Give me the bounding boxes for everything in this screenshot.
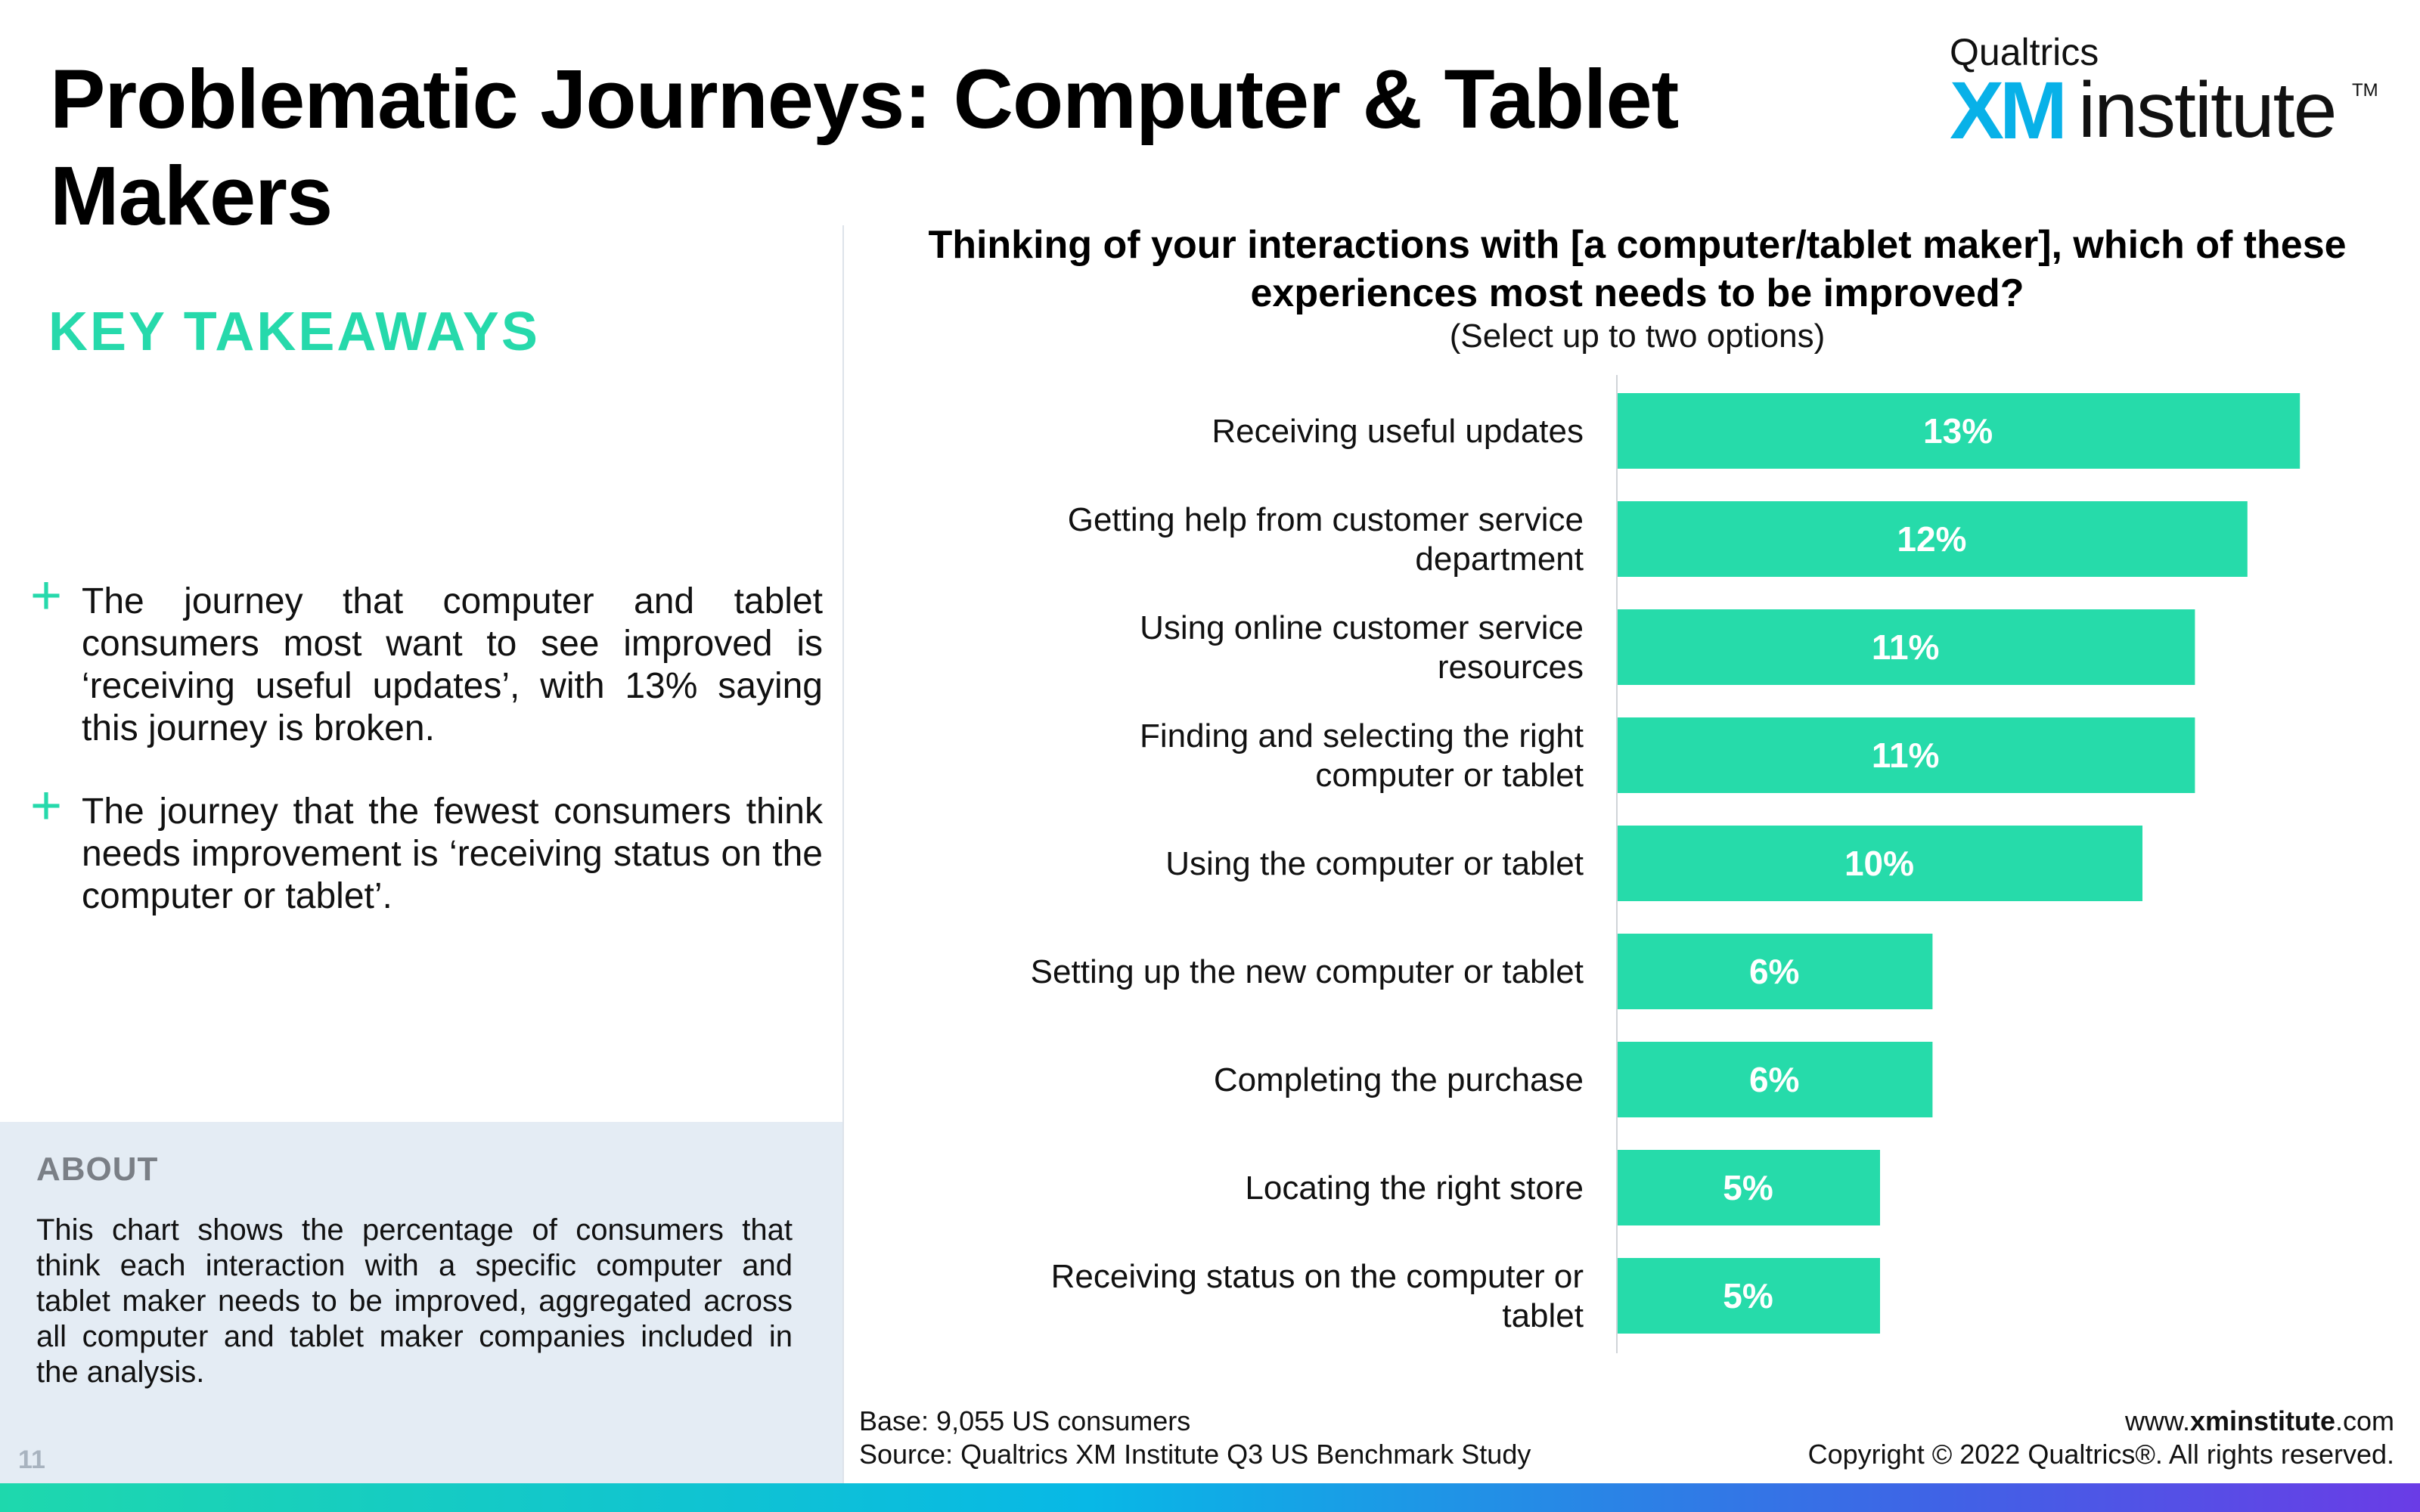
plus-icon: + [30,776,63,836]
logo-institute-text: institute [2078,67,2337,154]
category-label: Locating the right store [1245,1170,1584,1207]
category-label: Using the computer or tablet [1165,845,1584,882]
chart-bar [1618,717,2195,793]
data-label: 12% [1897,519,1966,559]
data-label: 11% [1872,627,1940,667]
chart-bar [1618,934,1933,1009]
logo-qualtrics-text: Qualtrics [1950,31,2099,73]
about-text: This chart shows the percentage of consu… [36,1213,793,1389]
takeaway-text: The journey that computer and tablet con… [82,581,823,748]
footer-copyright-block: www.xminstitute.com Copyright © 2022 Qua… [1808,1405,2394,1471]
data-label: 11% [1872,736,1940,775]
chart-bar [1618,393,2301,469]
data-label: 13% [1923,411,1993,451]
category-label: Finding and selecting the right computer … [1140,717,1584,794]
about-panel [0,1122,842,1483]
data-label: 5% [1723,1276,1773,1315]
plus-icon: + [30,565,63,626]
key-takeaways-heading: KEY TAKEAWAYS [48,302,540,362]
bottom-gradient-bar [0,1483,2420,1512]
category-label: Receiving status on the computer or table… [1051,1258,1584,1334]
logo-trademark: TM [2352,80,2378,101]
chart-bar [1618,609,2195,685]
chart-bar [1618,501,2248,577]
page-title: Problematic Journeys: Computer & Tablet … [50,53,1679,243]
page-number: 11 [18,1445,45,1474]
footer-source: Source: Qualtrics XM Institute Q3 US Ben… [859,1439,1531,1470]
footer-base-source: Base: 9,055 US consumers Source: Qualtri… [859,1405,1531,1471]
chart-subtitle: (Select up to two options) [1449,318,1826,355]
category-label: Completing the purchase [1214,1061,1584,1098]
category-label: Getting help from customer service depart… [1068,501,1584,578]
category-label: Using online customer service resources [1140,609,1584,686]
chart-bar [1618,826,2142,901]
chart-title: Thinking of your interactions with [a co… [928,223,2347,315]
takeaway-text: The journey that the fewest consumers th… [82,792,823,916]
footer-copyright: Copyright © 2022 Qualtrics®. All rights … [1807,1439,2394,1470]
data-label: 6% [1749,1060,1799,1099]
footer-base: Base: 9,055 US consumers [859,1405,1191,1436]
data-label: 6% [1749,952,1799,991]
chart-bar [1618,1150,1880,1225]
about-heading: ABOUT [36,1151,159,1188]
category-label: Setting up the new computer or tablet [1031,953,1584,990]
vertical-divider [842,225,844,1483]
footer-website[interactable]: www.xminstitute.com [2124,1405,2394,1436]
logo-xm-text: XM [1950,64,2068,156]
chart-bar [1618,1258,1880,1334]
qualtrics-xm-institute-logo: Qualtrics XM institute TM [1950,30,2378,156]
chart-bar [1618,1042,1933,1117]
data-label: 5% [1723,1168,1773,1207]
category-label: Receiving useful updates [1212,413,1584,450]
data-label: 10% [1844,844,1914,883]
